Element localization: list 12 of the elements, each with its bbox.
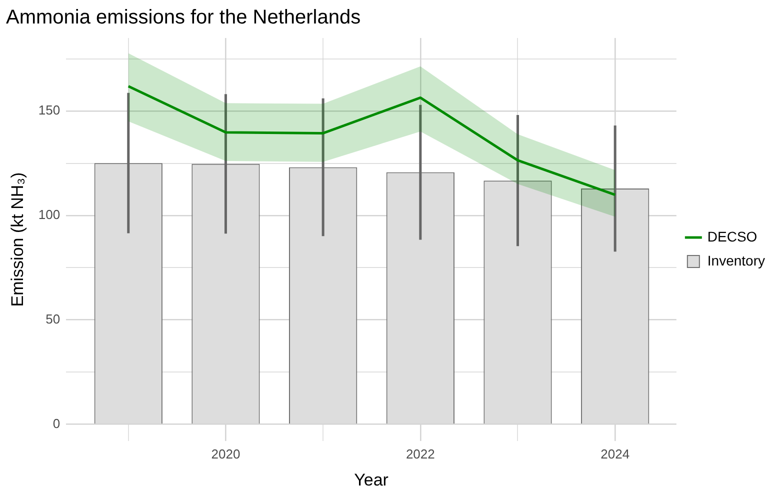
- y-tick-label: 150: [38, 102, 60, 118]
- x-tick-label: 2022: [406, 446, 435, 462]
- chart-title: Ammonia emissions for the Netherlands: [6, 6, 361, 29]
- x-tick-label: 2024: [600, 446, 630, 462]
- x-axis-title: Year: [354, 470, 389, 490]
- y-tick-label: 50: [46, 311, 60, 326]
- legend-label: DECSO: [707, 228, 758, 244]
- legend-label: Inventory: [707, 252, 766, 268]
- y-axis-title: Emission (kt NH₃): [8, 172, 27, 307]
- y-tick-label: 0: [52, 416, 60, 431]
- y-tick-label: 100: [38, 207, 60, 222]
- x-tick-label: 2020: [211, 446, 240, 462]
